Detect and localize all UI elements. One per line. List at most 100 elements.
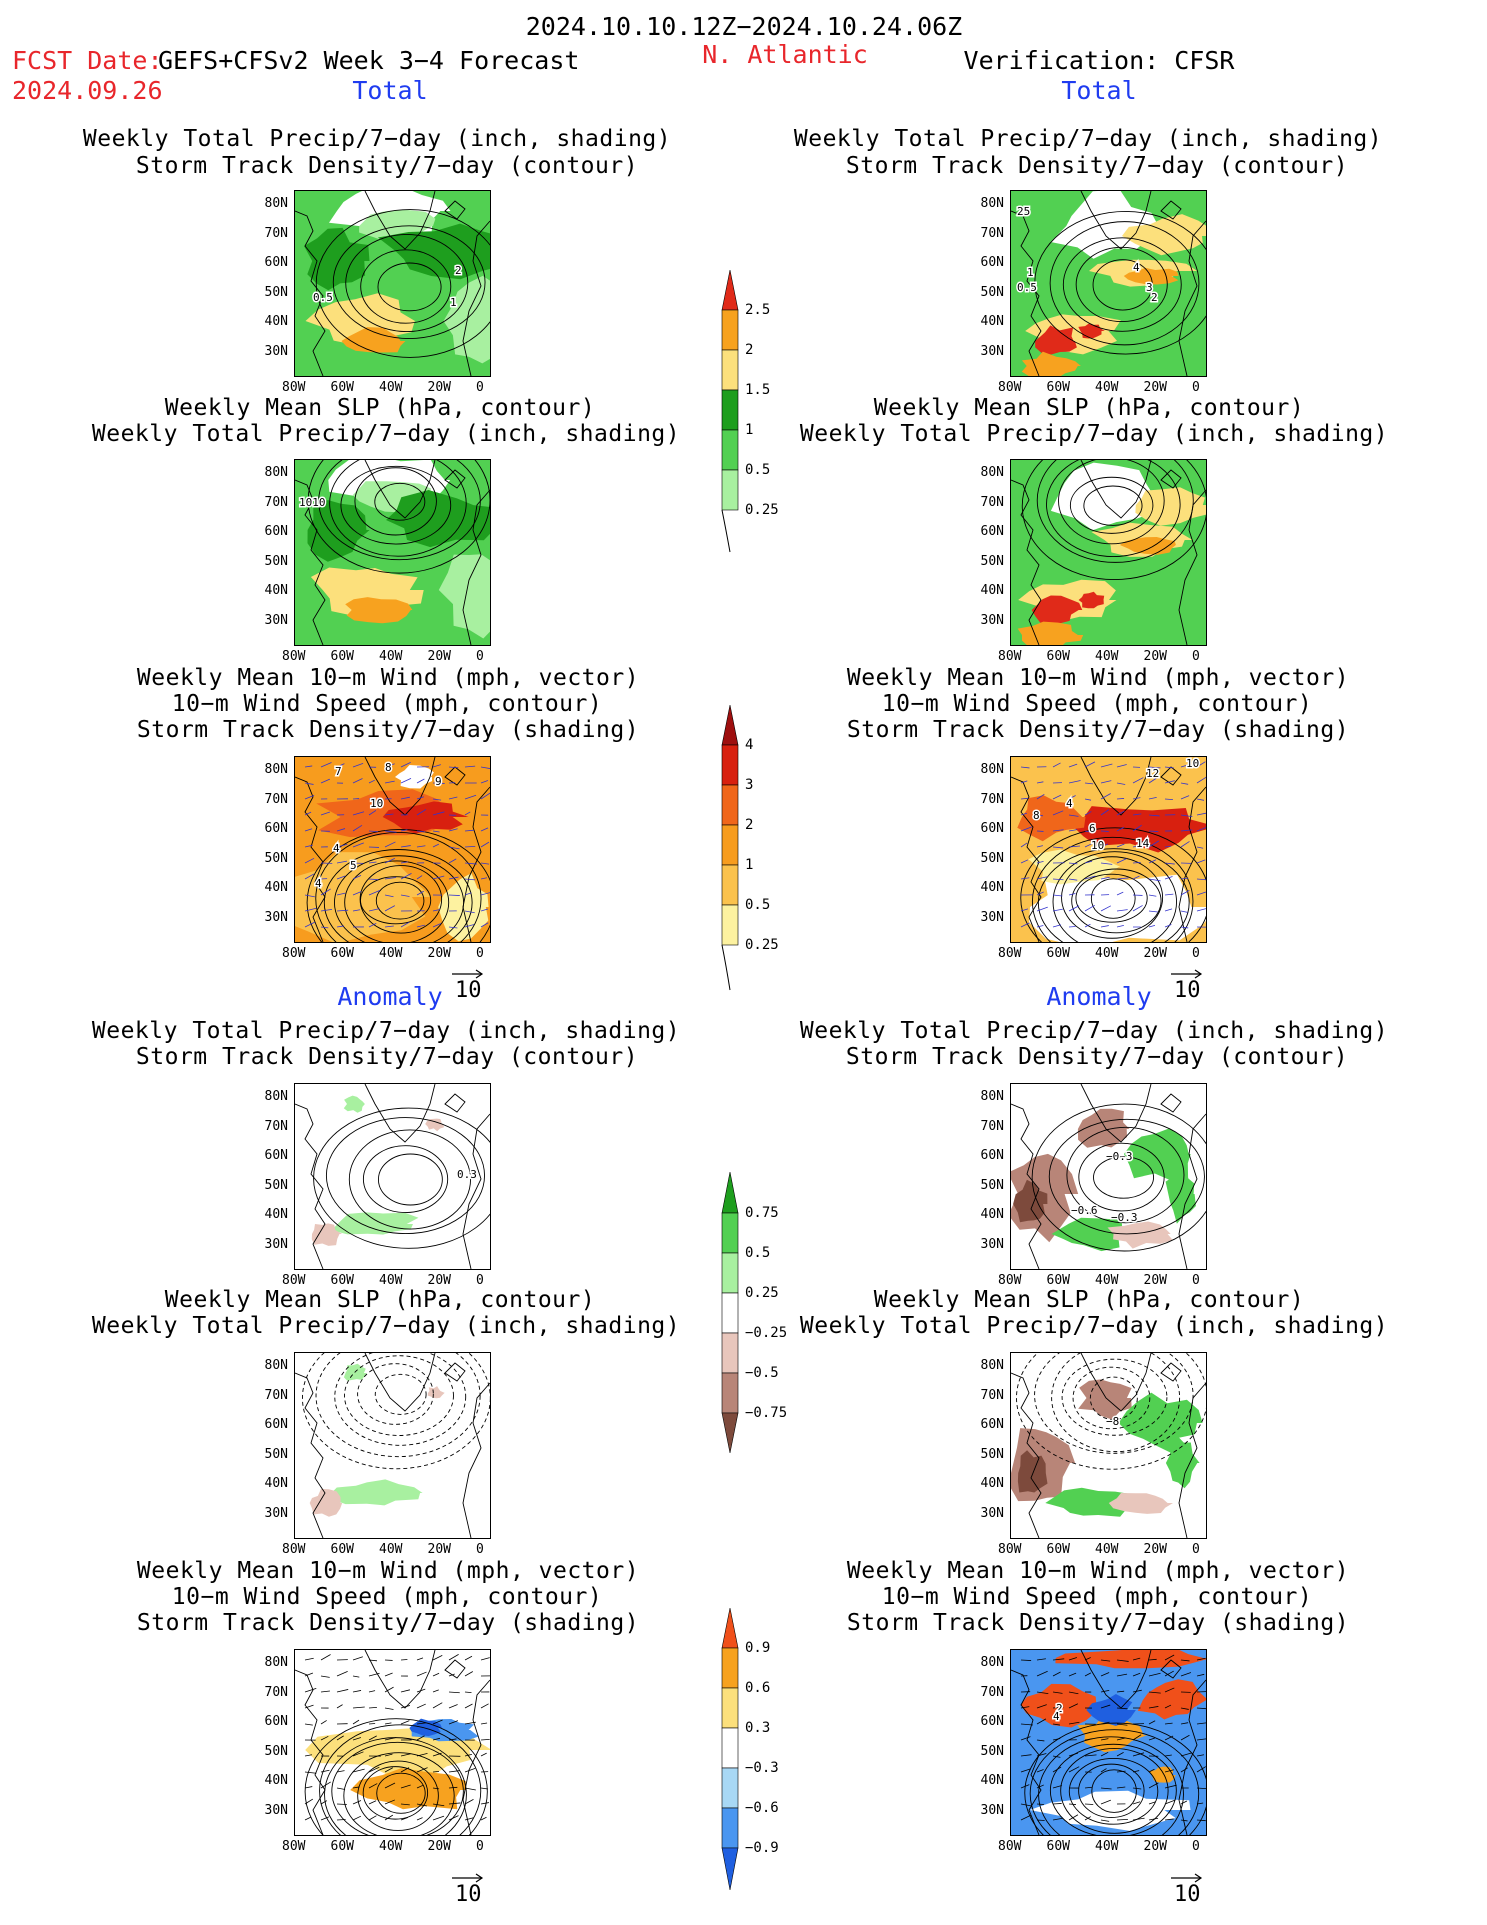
obs-wind-total-lon-tick: 40W <box>1095 946 1119 961</box>
obs-slp-total-lat-tick: 60N <box>980 524 1004 539</box>
fc-precip-total-map: 2 1 0.5 <box>294 190 491 377</box>
fc-slp-anom-lat-tick: 50N <box>264 1446 288 1462</box>
contour-label: 2 <box>1056 1702 1063 1715</box>
wind-vectors <box>304 761 490 929</box>
fc-precip-anom-lon-tick: 60W <box>330 1273 354 1288</box>
fc-row6-title-1: Weekly Mean 10−m Wind (mph, vector) <box>136 1558 640 1584</box>
fc-wind-anom-lon-tick: 40W <box>379 1839 403 1854</box>
contour-lines <box>1016 1353 1206 1470</box>
obs-row3-title-1: Weekly Mean 10−m Wind (mph, vector) <box>846 665 1350 691</box>
fc-row5-title-1: Weekly Mean SLP (hPa, contour) <box>164 1287 596 1313</box>
vector-ref-label-fc-anom: 10 <box>455 1882 482 1907</box>
fc-row6-title-2: 10−m Wind Speed (mph, contour) <box>171 1584 603 1610</box>
obs-precip-total-lat-tick: 50N <box>980 284 1004 300</box>
obs-row4-title-2: Storm Track Density/7−day (contour) <box>845 1044 1349 1070</box>
fc-precip-anom-lat-tick: 50N <box>264 1177 288 1193</box>
fc-precip-total-lon-tick: 60W <box>330 380 354 395</box>
obs-precip-anom-lon-tick: 60W <box>1046 1273 1070 1288</box>
obs-precip-total-lat-tick: 60N <box>980 255 1004 270</box>
contour-label: 7 <box>335 765 342 778</box>
contour-label: 4 <box>1066 797 1073 810</box>
contour-label: 10 <box>1091 839 1104 852</box>
fc-slp-total-lon-tick: 40W <box>379 649 403 664</box>
obs-wind-anom-lat-tick: 60N <box>980 1714 1004 1729</box>
cb4-label-3: −0.3 <box>745 1760 779 1776</box>
obs-wind-total-lat-tick: 50N <box>980 850 1004 866</box>
obs-row2-title-2: Weekly Total Precip/7−day (inch, shading… <box>799 421 1389 447</box>
shaded-region <box>341 327 406 353</box>
obs-slp-anom-lon-tick: 40W <box>1095 1542 1119 1557</box>
cb2-label-3: 1 <box>745 857 754 873</box>
contour-lines <box>302 1353 490 1470</box>
cb1-label-4: 0.5 <box>745 462 771 478</box>
obs-precip-anom-lat-tick: 60N <box>980 1148 1004 1163</box>
shaded-region <box>295 852 432 942</box>
contour-label: 6 <box>1089 822 1096 835</box>
shaded-region <box>1078 591 1105 609</box>
obs-row6-title-3: Storm Track Density/7−day (shading) <box>846 1610 1350 1636</box>
shaded-region <box>307 500 370 562</box>
fc-row1-title-2: Storm Track Density/7−day (contour) <box>135 153 639 179</box>
shaded-region <box>331 1479 423 1506</box>
cb1-label-0: 2.5 <box>745 302 771 318</box>
obs-slp-anom-svg: −8 <box>1011 1353 1206 1538</box>
fc-precip-total-lon-tick: 20W <box>427 380 451 395</box>
fc-slp-anom-lat-tick: 80N <box>264 1358 288 1373</box>
contour-label: 0.5 <box>1017 281 1037 294</box>
obs-precip-total-lat-tick: 80N <box>980 196 1004 211</box>
shaded-region <box>1051 1217 1137 1252</box>
shaded-region <box>1020 1683 1108 1728</box>
obs-precip-total-svg: 25 1 0.5 432 <box>1011 191 1206 376</box>
obs-row3-title-3: Storm Track Density/7−day (shading) <box>846 717 1350 743</box>
fc-row4-title-2: Storm Track Density/7−day (contour) <box>135 1044 639 1070</box>
contour-label: −0.3 <box>1111 1211 1138 1224</box>
shaded-region <box>1108 1493 1173 1514</box>
obs-slp-total-lat-tick: 30N <box>980 612 1004 628</box>
shaded-region <box>1029 1790 1191 1831</box>
fc-precip-anom-lat-tick: 60N <box>264 1148 288 1163</box>
anomaly-label-right: Anomaly <box>1046 982 1152 1011</box>
obs-wind-total-lon-tick: 20W <box>1143 946 1167 961</box>
anomaly-label-left: Anomaly <box>337 982 443 1011</box>
obs-precip-anom-lat-tick: 80N <box>980 1089 1004 1104</box>
shaded-region <box>343 1095 365 1113</box>
fc-slp-anom-lon-tick: 40W <box>379 1542 403 1557</box>
obs-precip-anom-lon-tick: 0 <box>1192 1273 1200 1288</box>
fc-wind-anom-map <box>294 1649 491 1836</box>
fc-wind-anom-lon-tick: 0 <box>476 1839 484 1854</box>
obs-slp-anom-lat-tick: 40N <box>980 1476 1004 1491</box>
model-label: GEFS+CFSv2 Week 3−4 Forecast <box>158 46 580 75</box>
shaded-region <box>386 490 490 548</box>
obs-slp-anom-lat-tick: 30N <box>980 1505 1004 1521</box>
obs-wind-anom-lon-tick: 80W <box>998 1839 1022 1854</box>
obs-precip-total-map: 25 1 0.5 4 3 2 <box>1010 190 1207 377</box>
shaded-region <box>304 227 370 291</box>
shaded-region <box>425 1118 444 1132</box>
obs-wind-anom-lat-tick: 80N <box>980 1655 1004 1670</box>
fc-slp-total-lat-tick: 80N <box>264 465 288 480</box>
shaded-region <box>1017 1450 1048 1493</box>
fc-slp-total-lat-tick: 70N <box>264 494 288 510</box>
fc-wind-anom-lat-tick: 50N <box>264 1743 288 1759</box>
obs-row4-title-1: Weekly Total Precip/7−day (inch, shading… <box>799 1018 1389 1044</box>
obs-slp-anom-lon-tick: 80W <box>998 1542 1022 1557</box>
obs-row2-title-1: Weekly Mean SLP (hPa, contour) <box>873 395 1305 421</box>
cb2-label-1: 3 <box>745 777 754 793</box>
fc-slp-anom-lon-tick: 60W <box>330 1542 354 1557</box>
shaded-region <box>1124 1128 1191 1180</box>
contour-lines <box>1024 1722 1206 1835</box>
obs-slp-total-svg <box>1011 460 1206 645</box>
contour-label: −0.6 <box>1071 1204 1098 1217</box>
obs-wind-total-lon-tick: 60W <box>1046 946 1070 961</box>
vector-ref-label-fc-total: 10 <box>455 978 482 1003</box>
fc-slp-total-lon-tick: 20W <box>427 649 451 664</box>
contour-label: 1 <box>1027 266 1034 279</box>
obs-row3-title-2: 10−m Wind Speed (mph, contour) <box>881 691 1313 717</box>
fc-wind-total-lon-tick: 40W <box>379 946 403 961</box>
obs-row5-title-2: Weekly Total Precip/7−day (inch, shading… <box>799 1313 1389 1339</box>
obs-precip-total-lon-tick: 60W <box>1046 380 1070 395</box>
fc-slp-total-lat-tick: 40N <box>264 583 288 598</box>
obs-precip-anom-map: −0.3 −0.6 −0.3 <box>1010 1083 1207 1270</box>
